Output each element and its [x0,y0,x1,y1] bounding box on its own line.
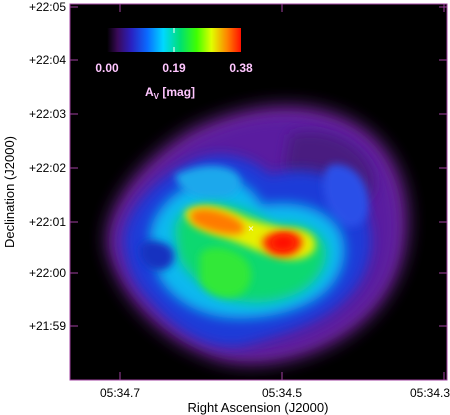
y-tick-label: +22:03 [29,107,66,121]
colorbar-label-sub: V [154,92,160,101]
y-tick-label: +22:02 [29,161,66,175]
y-tick-label: +22:05 [29,0,66,14]
y-tick-label: +21:59 [29,319,66,333]
x-ticks [119,4,445,380]
colorbar-label: AV [mag] [145,85,195,101]
center-marker-icon: × [248,224,255,233]
y-tick-label: +22:00 [29,266,66,280]
colorbar-tick-label-max: 0.38 [229,61,253,75]
y-axis-title: Declination (J2000) [2,136,17,248]
colorbar-tick-label-min: 0.00 [95,61,119,75]
extinction-map-image [106,105,408,365]
y-ticks [70,6,447,327]
plot-frame [69,3,448,381]
colorbar-tick-label-mid: 0.19 [162,61,186,75]
x-axis-title: Right Ascension (J2000) [188,400,329,415]
colorbar-label-unit: [mag] [159,85,195,99]
colorbar-label-main: A [145,85,154,99]
x-tick-label: 05:34.3 [410,386,450,400]
y-tick-label: +22:01 [29,215,66,229]
x-tick-label: 05:34.5 [262,386,302,400]
y-tick-label: +22:04 [29,53,66,67]
x-tick-label: 05:34.7 [100,386,140,400]
